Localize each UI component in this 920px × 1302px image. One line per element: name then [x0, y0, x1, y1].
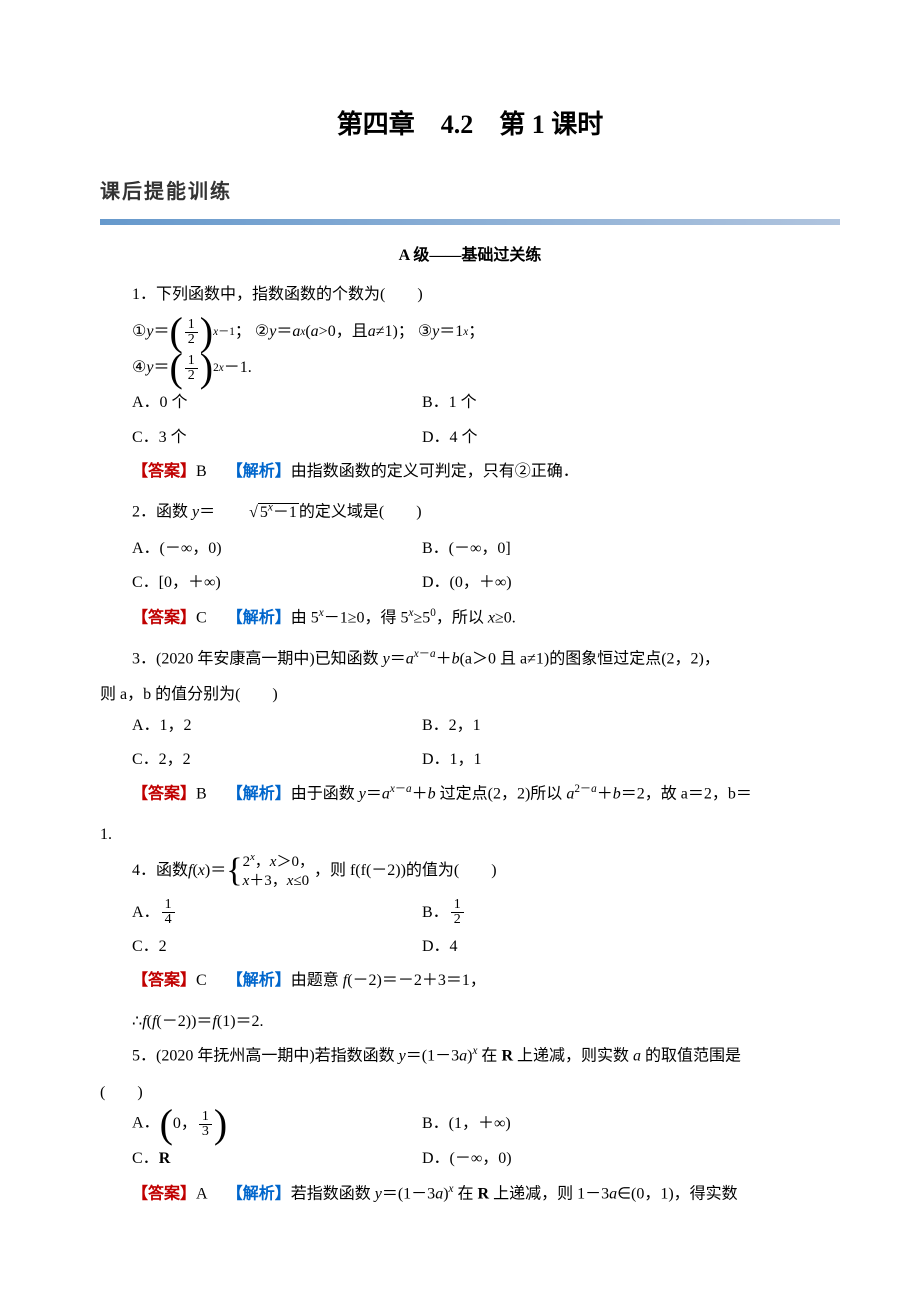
- section-header: 课后提能训练: [100, 173, 840, 211]
- q1-choices-2: ④y＝ (12)2x－1.: [132, 352, 840, 384]
- q5-ans-value: A: [196, 1185, 207, 1202]
- q4-options-ab: A．14 B．12: [132, 898, 840, 928]
- q5-opt-a: A．(0，13): [132, 1108, 422, 1140]
- q1-ans-value: B: [196, 463, 207, 480]
- q1-options-cd: C．3 个 D．4 个: [132, 423, 840, 453]
- answer-label: 【答案】: [132, 786, 196, 803]
- explanation-label: 【解析】: [227, 972, 291, 989]
- q4-opt-c: C．2: [132, 932, 422, 962]
- q4-opt-a: A．14: [132, 898, 422, 928]
- q2-opt-b: B．(－∞，0]: [422, 534, 840, 564]
- q3-answer: 【答案】B 【解析】由于函数 y＝ax－a＋b 过定点(2，2)所以 a2－a＋…: [132, 779, 840, 810]
- explanation-label: 【解析】: [227, 463, 291, 480]
- circled-4: ④: [132, 353, 146, 383]
- circled-3: ③: [418, 317, 432, 347]
- q1-answer: 【答案】B 【解析】由指数函数的定义可判定，只有②正确．: [132, 457, 840, 487]
- q4-suffix: ，则 f(f(－2))的值为( ): [314, 856, 497, 886]
- chapter-title: 第四章 4.2 第 1 课时: [100, 100, 840, 149]
- q5-p1: 5．(2020 年抚州高一期中)若指数函数: [132, 1047, 399, 1064]
- q3-p1: 3．(2020 年安康高一期中)已知函数: [132, 650, 383, 667]
- q3-options-ab: A．1，2 B．2，1: [132, 711, 840, 741]
- q4-prefix: 4．函数: [132, 856, 188, 886]
- answer-label: 【答案】: [132, 972, 196, 989]
- q5-answer: 【答案】A 【解析】若指数函数 y＝(1－3a)x 在 R 上递减，则 1－3a…: [132, 1179, 840, 1210]
- q3-stem-line2: 则 a，b 的值分别为( ): [100, 680, 840, 710]
- q2-stem: 2．函数 y＝5x－1的定义域是( ): [100, 497, 840, 528]
- q1-opt-d: D．4 个: [422, 423, 840, 453]
- q1-opt-c: C．3 个: [132, 423, 422, 453]
- q3-exp-p3: ，故 a＝2，b＝: [645, 786, 752, 803]
- answer-label: 【答案】: [132, 609, 196, 626]
- explanation-label: 【解析】: [227, 609, 291, 626]
- q5-options-ab: A．(0，13) B．(1，＋∞): [132, 1108, 840, 1140]
- q5-opt-c: C．R: [132, 1144, 422, 1174]
- q3-exp-line2: 1.: [100, 820, 840, 850]
- q5-p2: 在 R 上递减，则实数 a 的取值范围是: [477, 1047, 741, 1064]
- q4-stem: 4．函数 f(x)＝ { 2x，x＞0， x＋3，x≤0 ，则 f(f(－2))…: [132, 851, 840, 892]
- q3-options-cd: C．2，2 D．1，1: [132, 745, 840, 775]
- q2-options-cd: C．[0，＋∞) D．(0，＋∞): [132, 568, 840, 598]
- q2-answer: 【答案】C 【解析】由 5x－1≥0，得 5x≥50，所以 x≥0.: [132, 603, 840, 634]
- q4-ans-value: C: [196, 972, 207, 989]
- q3-ans-value: B: [196, 786, 207, 803]
- answer-label: 【答案】: [132, 463, 196, 480]
- q1-opt-b: B．1 个: [422, 388, 840, 418]
- q1-exp-text: 由指数函数的定义可判定，只有②正确．: [291, 463, 579, 480]
- q3-opt-d: D．1，1: [422, 745, 840, 775]
- q1-stem: 1．下列函数中，指数函数的个数为( ): [100, 280, 840, 310]
- answer-label: 【答案】: [132, 1185, 196, 1202]
- q2-options-ab: A．(－∞，0) B．(－∞，0]: [132, 534, 840, 564]
- q2-prefix: 2．函数: [132, 504, 192, 521]
- q2-ans-value: C: [196, 609, 207, 626]
- q3-exp-p2: 过定点(2，2)所以: [436, 786, 567, 803]
- q5-exp-p1: 若指数函数: [291, 1185, 375, 1202]
- q4-opt-d: D．4: [422, 932, 840, 962]
- header-divider: [100, 219, 840, 225]
- q1-choices-1: ①y＝ (12)x－1； ②y＝ax(a>0，且 a≠1)； ③y＝1x；: [132, 316, 840, 348]
- q4-opt-b: B．12: [422, 898, 840, 928]
- q3-opt-a: A．1，2: [132, 711, 422, 741]
- q2-opt-d: D．(0，＋∞): [422, 568, 840, 598]
- q3-p2: (a＞0 且 a≠1)的图象恒过定点(2，2)，: [460, 650, 720, 667]
- q5-options-cd: C．R D．(－∞，0): [132, 1144, 840, 1174]
- level-header: A 级——基础过关练: [100, 241, 840, 271]
- q4-options-cd: C．2 D．4: [132, 932, 840, 962]
- q5-stem: 5．(2020 年抚州高一期中)若指数函数 y＝(1－3a)x 在 R 上递减，…: [100, 1041, 840, 1072]
- q2-opt-a: A．(－∞，0): [132, 534, 422, 564]
- q3-opt-b: B．2，1: [422, 711, 840, 741]
- explanation-label: 【解析】: [227, 786, 291, 803]
- q1-options-ab: A．0 个 B．1 个: [132, 388, 840, 418]
- circled-2: ②: [255, 317, 269, 347]
- q5-stem-line2: ( ): [100, 1078, 840, 1108]
- q5-opt-b: B．(1，＋∞): [422, 1109, 840, 1139]
- q3-exp-p1: 由于函数: [291, 786, 359, 803]
- q4-exp-l2: ∴f(f(－2))＝f(1)＝2.: [132, 1007, 840, 1037]
- q5-opt-d: D．(－∞，0): [422, 1144, 840, 1174]
- circled-1: ①: [132, 317, 146, 347]
- q4-answer: 【答案】C 【解析】由题意 f(－2)＝－2＋3＝1，: [132, 966, 840, 996]
- q4-exp-l1: 由题意 f(－2)＝－2＋3＝1，: [291, 972, 486, 989]
- explanation-label: 【解析】: [227, 1185, 291, 1202]
- q1-opt-a: A．0 个: [132, 388, 422, 418]
- q3-stem: 3．(2020 年安康高一期中)已知函数 y＝ax－a＋b(a＞0 且 a≠1)…: [100, 644, 840, 675]
- q2-opt-c: C．[0，＋∞): [132, 568, 422, 598]
- q2-suffix: 的定义域是( ): [299, 504, 422, 521]
- q3-opt-c: C．2，2: [132, 745, 422, 775]
